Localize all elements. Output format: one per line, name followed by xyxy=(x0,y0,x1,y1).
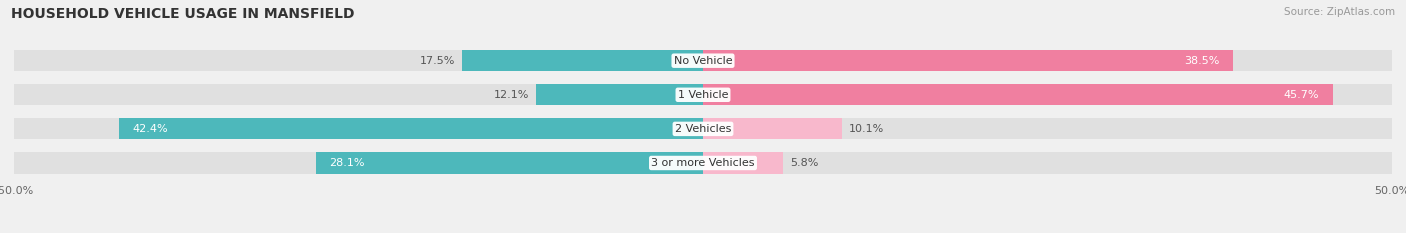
Bar xyxy=(703,152,783,174)
Bar xyxy=(14,118,1392,140)
Bar xyxy=(14,152,1392,174)
Text: 1 Vehicle: 1 Vehicle xyxy=(678,90,728,100)
Text: 2 Vehicles: 2 Vehicles xyxy=(675,124,731,134)
Bar xyxy=(14,50,1392,71)
Bar xyxy=(703,50,1233,71)
Bar xyxy=(703,84,1333,105)
Text: 42.4%: 42.4% xyxy=(132,124,169,134)
Bar xyxy=(461,50,703,71)
Text: 17.5%: 17.5% xyxy=(419,56,456,66)
Bar xyxy=(536,84,703,105)
Text: 28.1%: 28.1% xyxy=(329,158,366,168)
Bar xyxy=(703,118,842,140)
Text: No Vehicle: No Vehicle xyxy=(673,56,733,66)
Text: 12.1%: 12.1% xyxy=(494,90,530,100)
Bar xyxy=(316,152,703,174)
Text: 45.7%: 45.7% xyxy=(1284,90,1319,100)
Text: Source: ZipAtlas.com: Source: ZipAtlas.com xyxy=(1284,7,1395,17)
Text: 5.8%: 5.8% xyxy=(790,158,818,168)
Text: 38.5%: 38.5% xyxy=(1184,56,1219,66)
Text: 10.1%: 10.1% xyxy=(849,124,884,134)
Text: 3 or more Vehicles: 3 or more Vehicles xyxy=(651,158,755,168)
Text: HOUSEHOLD VEHICLE USAGE IN MANSFIELD: HOUSEHOLD VEHICLE USAGE IN MANSFIELD xyxy=(11,7,354,21)
Bar xyxy=(118,118,703,140)
Bar xyxy=(14,84,1392,105)
